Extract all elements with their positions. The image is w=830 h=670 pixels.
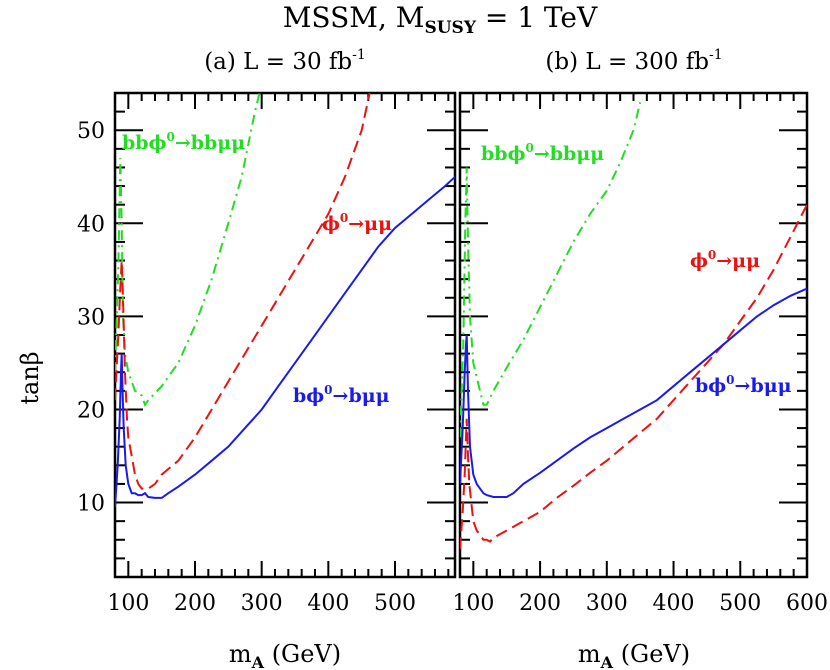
x-tick-label: 200 [174, 591, 216, 616]
y-tick-label: 40 [77, 212, 105, 237]
panel-b-ticks [459, 92, 808, 578]
x-tick-label: 100 [452, 591, 494, 616]
panel-a-x-axis-label: mA (GeV) [229, 640, 341, 670]
panel-b-x-axis-label: mA (GeV) [578, 640, 690, 670]
y-tick-label: 30 [77, 305, 105, 330]
x-tick-label: 500 [374, 591, 416, 616]
curve-bphi_bmumu [115, 176, 455, 508]
y-tick-label: 50 [77, 119, 105, 144]
panel-b-curve-labels: bbϕ0→bbμμ ϕ0→μμ bϕ0→bμμ [481, 141, 792, 397]
y-tick-label: 10 [77, 492, 105, 517]
panel-a-curves [115, 93, 455, 508]
curve-label-phi_mumu: ϕ0→μμ [690, 248, 760, 272]
panel-a-title: (a) L = 30 fb-1 [204, 47, 366, 75]
curve-label-bbphi_bbmumu: bbϕ0→bbμμ [481, 141, 604, 165]
curve-label-bphi_bmumu: bϕ0→bμμ [293, 383, 390, 407]
x-tick-label: 600 [786, 591, 828, 616]
panel-b-title: (b) L = 300 fb-1 [545, 47, 722, 75]
x-tick-label: 100 [107, 591, 149, 616]
curve-phi_mumu [460, 204, 807, 550]
x-tick-label: 500 [719, 591, 761, 616]
x-tick-label: 400 [653, 591, 695, 616]
curve-phi_mumu [115, 93, 371, 490]
curve-bbphi_bbmumu [115, 93, 261, 407]
x-tick-label: 200 [519, 591, 561, 616]
y-axis-label: tanβ [16, 351, 44, 404]
panel-b: (b) L = 300 fb-1 100 200 300 400 500 600 bbϕ0… [452, 47, 828, 670]
panel-a-tick-labels: 100 200 300 400 500 10 20 30 40 50 [77, 119, 416, 616]
panel-a-plot-frame [113, 91, 457, 579]
y-tick-label: 20 [77, 398, 105, 423]
figure-title: MSSM, MSUSY = 1 TeV [283, 1, 598, 38]
x-tick-label: 300 [241, 591, 283, 616]
curve-label-bbphi_bbmumu: bbϕ0→bbμμ [122, 130, 245, 154]
panel-a-curve-labels: bbϕ0→bbμμ ϕ0→μμ bϕ0→bμμ [122, 130, 392, 407]
panel-b-curves [460, 102, 807, 550]
x-tick-label: 300 [586, 591, 628, 616]
panel-b-tick-labels: 100 200 300 400 500 600 [452, 591, 828, 616]
panel-b-plot-frame [458, 91, 809, 579]
panel-a-ticks [114, 92, 455, 578]
curve-label-phi_mumu: ϕ0→μμ [322, 211, 392, 235]
curve-bphi_bmumu [460, 287, 807, 498]
x-tick-label: 400 [307, 591, 349, 616]
curve-bbphi_bbmumu [460, 102, 642, 438]
curve-label-bphi_bmumu: bϕ0→bμμ [695, 373, 792, 397]
panel-a: (a) L = 30 fb-1 100 200 300 400 500 10 20 30 40 5… [77, 47, 457, 670]
